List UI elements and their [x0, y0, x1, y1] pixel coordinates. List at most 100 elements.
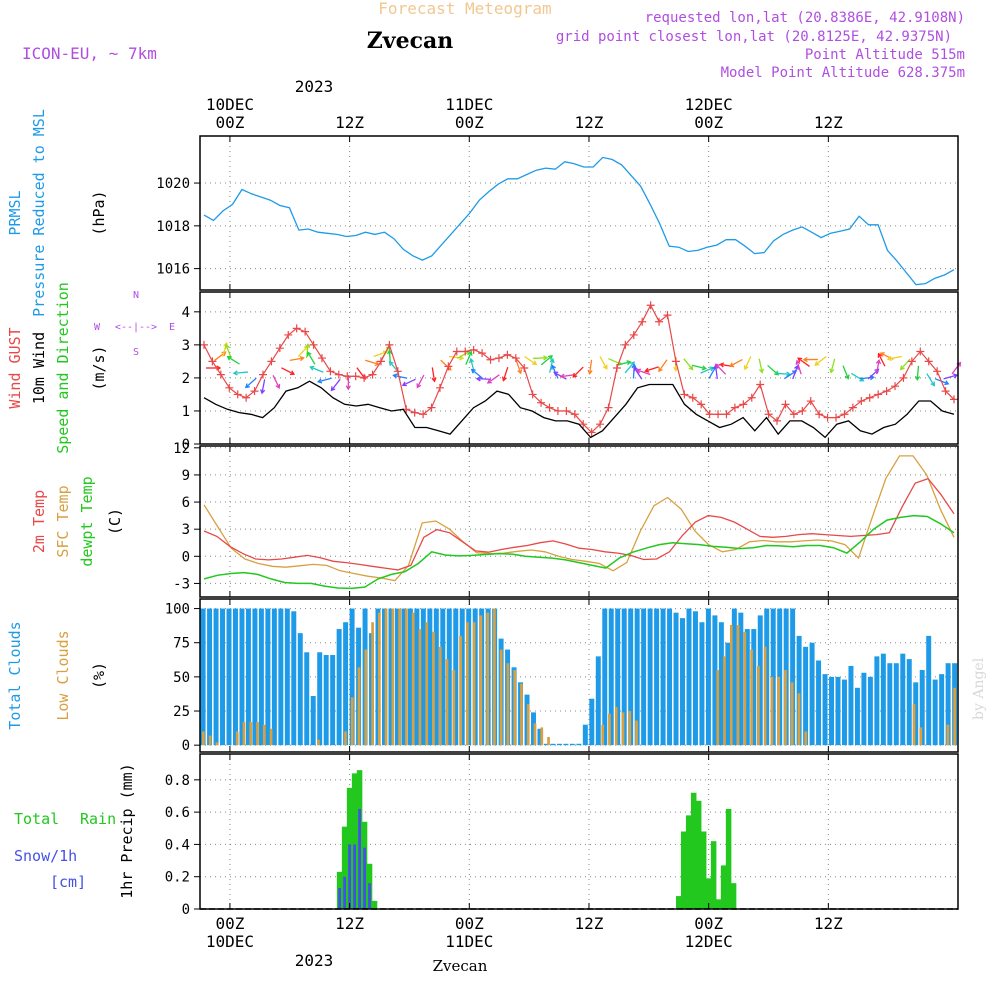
ytick-label: 1018: [156, 219, 190, 235]
panel-frame: [199, 753, 959, 910]
total-cloud-bar: [945, 663, 951, 746]
prmsl-line: [203, 156, 955, 286]
wind-arrow-head: [547, 355, 553, 360]
low-cloud-bar: [398, 608, 402, 746]
wind-direction-arrow: [305, 344, 309, 359]
panel-unit: (hPa): [90, 190, 108, 235]
wind-direction-arrow: [714, 365, 718, 380]
wind-gust-point: [941, 387, 950, 396]
wind-arrow-head: [774, 370, 780, 376]
total-cloud-bar: [887, 663, 893, 746]
wind-arrow-head: [899, 365, 905, 371]
wind-direction-arrow: [393, 374, 408, 379]
wind-arrow-head: [728, 362, 735, 367]
total-cloud-bar: [252, 608, 258, 746]
wind-gust-point: [393, 367, 402, 376]
wind-gust-point: [553, 406, 562, 415]
wind-direction-arrow: [633, 367, 643, 380]
wind-gust-point: [663, 311, 672, 320]
wind-gust-point: [208, 357, 217, 366]
low-cloud-bar: [756, 665, 760, 746]
wind-direction-arrow: [310, 366, 324, 373]
snow-bar: [363, 847, 366, 909]
ytick-label: 0: [182, 437, 190, 453]
ytick-label: 4: [182, 305, 190, 321]
total-cloud-bar: [906, 659, 912, 746]
wind-direction-arrow: [471, 369, 484, 379]
total-cloud-bar: [297, 633, 303, 746]
wind-gust-point: [452, 347, 461, 356]
grid-point-coords: grid point closest lon,lat (20.8125E, 42…: [556, 29, 952, 45]
wind-direction-arrow: [814, 355, 827, 366]
total-cloud-bar: [790, 608, 796, 746]
total-cloud-bar: [317, 652, 323, 746]
ytick-label: 3: [182, 522, 190, 538]
rain-bar: [710, 841, 717, 909]
total-cloud-bar: [939, 674, 945, 746]
low-cloud-bar: [513, 670, 517, 746]
total-cloud-bar: [919, 670, 925, 746]
wind-gust-point: [798, 406, 807, 415]
total-cloud-bar: [582, 724, 588, 746]
wind-arrow-head: [299, 355, 305, 362]
total-cloud-bar: [848, 665, 854, 746]
wind-arrow-head: [944, 380, 950, 386]
total-cloud-bar: [589, 698, 595, 746]
wind-direction-arrow: [692, 364, 706, 370]
wind-gust-point: [360, 373, 369, 382]
low-cloud-bar: [770, 676, 774, 746]
low-cloud-bar: [269, 728, 273, 746]
wind-gust-point: [520, 364, 529, 372]
time-bottom-hour: 12Z: [814, 914, 843, 933]
total-cloud-bar: [680, 618, 685, 746]
total-cloud-bar: [220, 608, 226, 746]
total-cloud-bar: [841, 679, 847, 746]
wind-arrow-head: [743, 365, 749, 371]
wind-gust-point: [596, 420, 605, 429]
wind-gust-point: [747, 393, 756, 402]
time-top-hour: 12Z: [335, 113, 364, 132]
time-bottom-hour: 12Z: [335, 914, 364, 933]
wind-gust-point: [612, 364, 621, 372]
wind-direction-arrow: [572, 366, 584, 378]
total-cloud-bar: [621, 608, 627, 746]
time-bottom-date: 10DEC: [206, 932, 254, 951]
wind-gust-point: [924, 357, 933, 366]
total-cloud-bar: [615, 608, 621, 746]
low-cloud-bar: [459, 635, 462, 746]
total-cloud-bar: [576, 743, 582, 746]
temp-2m-line: [203, 477, 955, 571]
wind-gust-point: [848, 403, 857, 412]
wind-direction-arrow: [878, 353, 886, 367]
low-cloud-bar: [919, 727, 923, 746]
wind-direction-arrow: [233, 371, 248, 374]
low-cloud-bar: [202, 731, 205, 746]
total-cloud-bar: [647, 608, 653, 746]
wind-gust-point: [789, 410, 798, 419]
wind-gust-point: [688, 393, 697, 402]
low-cloud-bar: [479, 615, 483, 746]
total-cloud-bar: [427, 608, 433, 746]
panel-label: Wind GUST: [6, 327, 24, 408]
wind-direction-arrow: [842, 365, 849, 379]
wind-gust-point: [907, 357, 916, 366]
wind-arrow-head: [814, 361, 820, 366]
rain-bar: [705, 878, 712, 909]
rain-bar: [351, 773, 358, 909]
wind-direction-arrow: [715, 363, 727, 375]
total-cloud-bar: [271, 608, 277, 746]
low-cloud-bar: [608, 713, 611, 746]
wind-direction-arrow: [227, 356, 240, 365]
rain-bar: [715, 899, 722, 909]
wind-direction-arrow: [658, 359, 668, 372]
total-cloud-bar: [822, 674, 828, 746]
low-cloud-bar: [736, 624, 740, 746]
total-cloud-bar: [835, 676, 841, 746]
low-cloud-bar: [215, 742, 219, 746]
wind-gust-point: [781, 400, 790, 409]
low-cloud-bar: [317, 739, 320, 746]
total-cloud-bar: [880, 653, 886, 746]
total-cloud-bar: [343, 622, 349, 746]
wind-direction-arrow: [943, 374, 958, 380]
wind-arrow-head: [275, 383, 281, 390]
